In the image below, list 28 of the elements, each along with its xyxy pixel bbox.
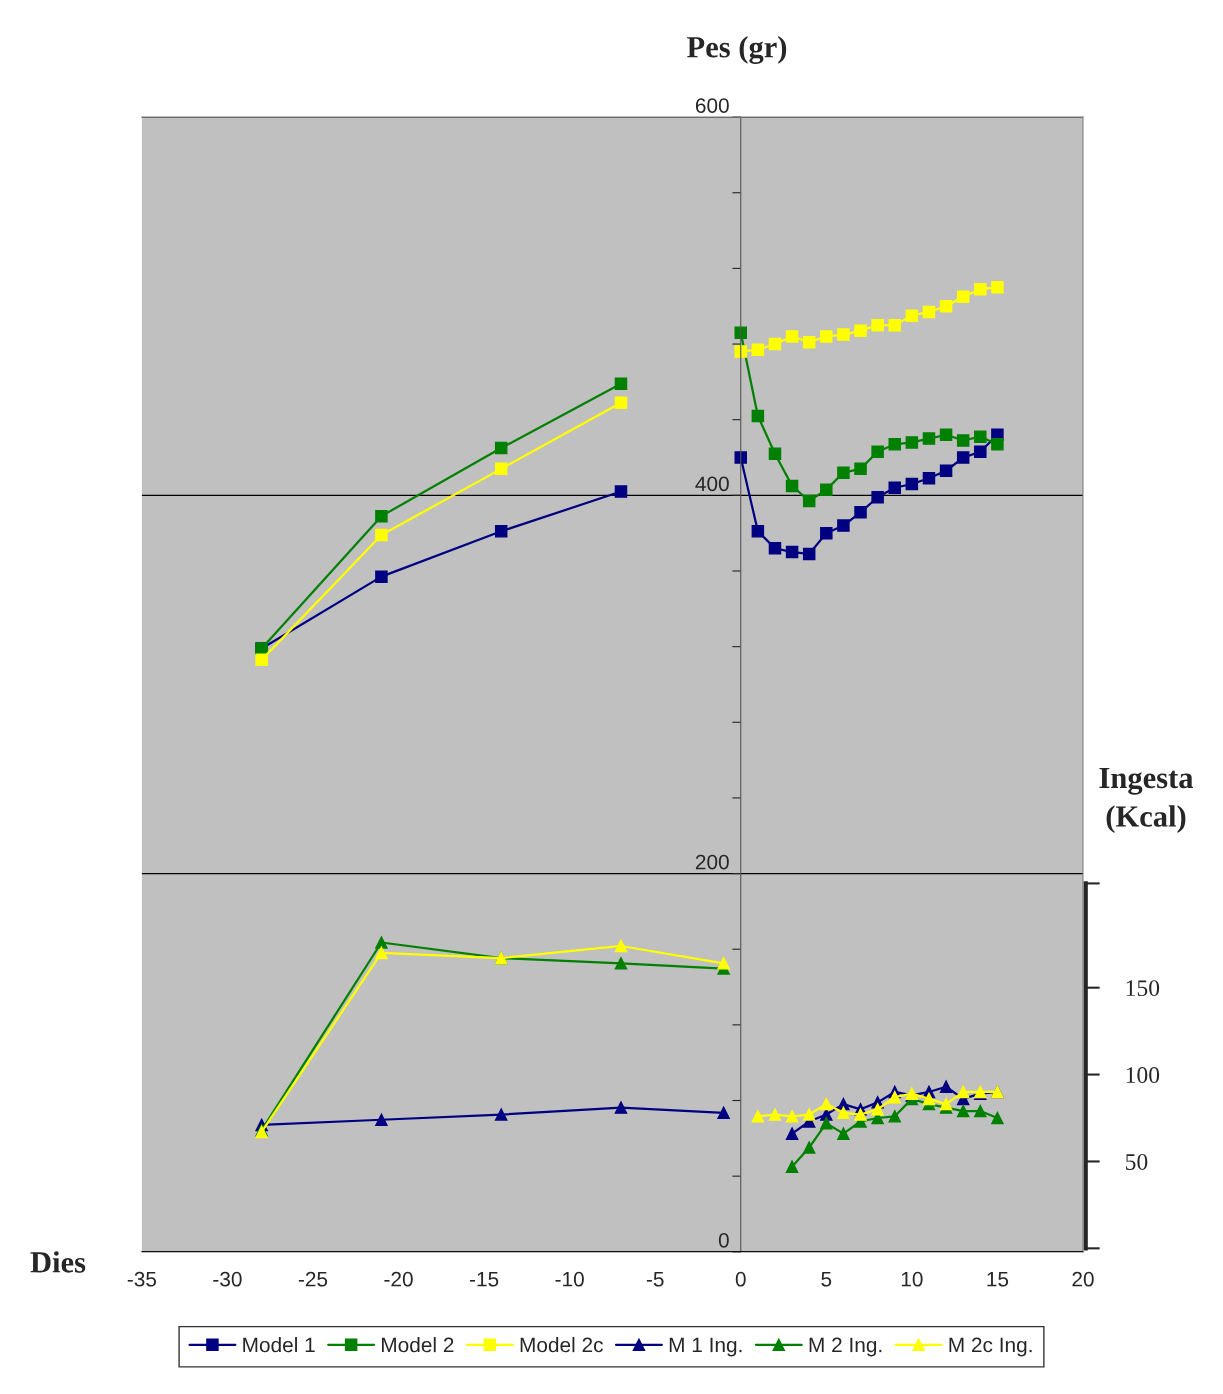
x-tick-label: 10: [901, 1271, 923, 1287]
x-tick-label: 5: [821, 1272, 832, 1287]
y-tick-label: 400: [695, 476, 729, 492]
x-tick-label: -25: [298, 1271, 328, 1287]
x-tick-label: 0: [735, 1271, 746, 1287]
y2-tick-label: 100: [1126, 1067, 1160, 1083]
x-tick-label: -15: [469, 1272, 499, 1287]
legend-label: M 1 Ing.: [669, 1337, 742, 1357]
x-tick-label: -35: [127, 1271, 157, 1287]
y-tick-label: 600: [695, 98, 729, 113]
y2-axis-title: Ingesta (Kcal): [1099, 767, 1194, 834]
x-tick-label: -10: [555, 1271, 584, 1287]
y-tick-label: 200: [695, 854, 729, 870]
legend-label: M 2 Ing.: [809, 1337, 882, 1357]
legend-label: Model 2: [382, 1337, 454, 1353]
x-tick-label: -5: [646, 1272, 664, 1287]
y2-tick-label: 150: [1126, 980, 1160, 997]
x-tick-label: 20: [1072, 1271, 1094, 1287]
y2-tick-label: 50: [1126, 1153, 1148, 1170]
y-axis-title: Pes (gr): [687, 36, 787, 64]
legend-label: M 2c Ing.: [949, 1337, 1032, 1357]
x-tick-label: 15: [987, 1272, 1009, 1287]
x-tick-label: -30: [213, 1271, 242, 1287]
legend-label: Model 2c: [520, 1337, 603, 1353]
legend-label: Model 1: [243, 1337, 315, 1353]
y-tick-label: 0: [718, 1232, 729, 1248]
x-axis-title: Dies: [30, 1251, 86, 1273]
x-tick-label: -20: [384, 1271, 413, 1287]
